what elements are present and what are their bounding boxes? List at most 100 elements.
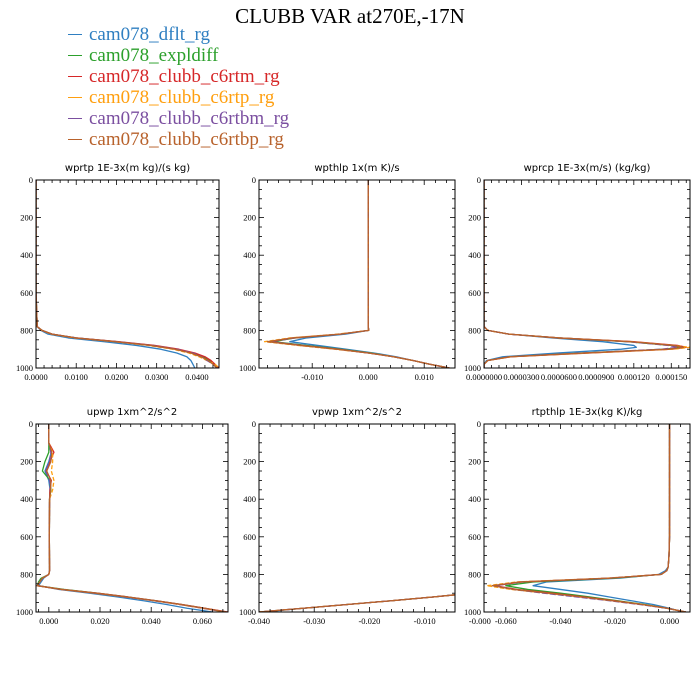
series-group: [36, 180, 219, 368]
series-group: [259, 424, 505, 612]
plot-frame: [259, 424, 455, 612]
y-tick-label: 600: [243, 288, 256, 298]
series-line-cam078_clubb_c6rtbm_rg: [37, 424, 225, 612]
series-line-cam078_clubb_c6rtp_rg: [259, 424, 505, 612]
chart-panels: wprtp 1E-3x(m kg)/(s kg) 0 200 400 600 800 100…: [0, 0, 700, 700]
series-line-cam078_clubb_c6rtp_rg: [37, 424, 225, 612]
series-line-cam078_clubb_c6rtbp_rg: [484, 180, 684, 368]
series-line-cam078_dflt_rg: [36, 180, 195, 368]
series-line-cam078_clubb_c6rtbp_rg: [37, 424, 226, 612]
series-line-cam078_expldiff: [506, 424, 686, 612]
series-line-cam078_dflt_rg: [533, 424, 683, 612]
series-line-cam078_clubb_c6rtm_rg: [37, 424, 228, 612]
x-tick-label: -0.060: [495, 616, 517, 626]
y-tick-label: 600: [468, 532, 481, 542]
y-tick-label: 400: [243, 494, 256, 504]
y-tick-label: 0: [252, 175, 256, 185]
x-tick-label: 0.0200: [105, 372, 128, 382]
x-tick-label: 0.020: [90, 616, 109, 626]
chart-panel: upwp 1xm^2/s^2020040060080010000.0000.02…: [16, 407, 228, 626]
y-tick-label: 800: [243, 569, 256, 579]
series-line-cam078_dflt_rg: [290, 180, 450, 368]
panel-title: rtpthlp 1E-3x(kg K)/kg: [532, 407, 643, 418]
y-tick-label: 200: [468, 213, 481, 223]
x-tick-label: -0.020: [358, 616, 380, 626]
y-tick-label: 0: [29, 175, 33, 185]
panel-title: vpwp 1xm^2/s^2: [312, 407, 402, 418]
x-tick-label: 0.0000300: [503, 372, 539, 382]
series-line-cam078_expldiff: [36, 180, 217, 368]
y-tick-label: 800: [20, 325, 33, 335]
x-tick-label: 0.000120: [618, 372, 650, 382]
x-tick-label: 0.0000000: [466, 372, 502, 382]
y-tick-label: 800: [468, 325, 481, 335]
panel-title: wpthlp 1x(m K)/s: [314, 163, 399, 174]
series-group: [265, 180, 450, 368]
series-line-cam078_clubb_c6rtp_rg: [265, 180, 450, 368]
chart-panel: vpwp 1xm^2/s^2 0 200 400 600 800 1000 -0.040 -0.…: [239, 407, 505, 626]
panel-title: wprtp 1E-3x(m kg)/(s kg): [65, 163, 190, 174]
chart-panel: rtpthlp 1E-3x(kg K)/kg02004006008001000-…: [464, 407, 690, 626]
x-tick-label: 0.000: [660, 616, 679, 626]
x-tick-label: 0.010: [415, 372, 434, 382]
plot-frame: [36, 180, 219, 368]
series-line-cam078_dflt_rg: [265, 424, 502, 612]
series-group: [487, 424, 686, 612]
series-line-cam078_dflt_rg: [484, 180, 636, 368]
x-tick-label: -0.030: [303, 616, 325, 626]
series-line-cam078_clubb_c6rtbp_rg: [267, 180, 449, 368]
plot-frame: [259, 180, 455, 368]
y-tick-label: 400: [243, 250, 256, 260]
x-tick-label: -0.010: [414, 616, 436, 626]
y-tick-label: 200: [468, 457, 481, 467]
series-group: [37, 424, 228, 612]
y-tick-label: 600: [20, 532, 33, 542]
y-tick-label: 800: [468, 569, 481, 579]
chart-panel: wpthlp 1x(m K)/s 0 200 400 600 800 1000 -0.010 0…: [239, 163, 455, 382]
x-tick-label: 0.000150: [655, 372, 687, 382]
y-tick-label: 400: [468, 250, 481, 260]
x-tick-label: 0.0000: [24, 372, 47, 382]
x-tick-label: 0.000: [39, 616, 58, 626]
x-tick-label: 0.0400: [185, 372, 208, 382]
y-tick-label: 600: [468, 288, 481, 298]
x-tick-label: 0.0100: [65, 372, 88, 382]
y-tick-label: 200: [243, 457, 256, 467]
panel-title: wprcp 1E-3x(m/s) (kg/kg): [524, 163, 651, 174]
y-tick-label: 800: [243, 325, 256, 335]
y-tick-label: 400: [468, 494, 481, 504]
y-tick-label: 400: [20, 494, 33, 504]
x-tick-label: -0.020: [604, 616, 626, 626]
y-tick-label: 200: [20, 213, 33, 223]
x-tick-label: 0.0000600: [541, 372, 577, 382]
series-line-cam078_dflt_rg: [39, 424, 213, 612]
panel-title: upwp 1xm^2/s^2: [87, 407, 177, 418]
plot-frame: [36, 424, 228, 612]
x-tick-label: 0.0000900: [578, 372, 614, 382]
y-tick-label: 0: [252, 419, 256, 429]
x-tick-label: -0.000: [469, 616, 491, 626]
x-tick-label: -0.010: [301, 372, 323, 382]
y-tick-label: 1000: [464, 607, 481, 617]
y-tick-label: 1000: [16, 607, 33, 617]
y-tick-label: 0: [477, 419, 481, 429]
series-line-cam078_clubb_c6rtm_rg: [259, 424, 505, 612]
series-line-cam078_clubb_c6rtbp_rg: [36, 180, 217, 368]
y-tick-label: 600: [20, 288, 33, 298]
chart-panel: wprtp 1E-3x(m kg)/(s kg)0200400600800100…: [16, 163, 219, 382]
y-tick-label: 1000: [239, 363, 256, 373]
x-tick-label: 0.040: [142, 616, 161, 626]
series-line-cam078_expldiff: [37, 424, 225, 612]
x-tick-label: 0.060: [193, 616, 212, 626]
x-tick-label: -0.040: [248, 616, 270, 626]
x-tick-label: -0.040: [549, 616, 571, 626]
chart-panel: wprcp 1E-3x(m/s) (kg/kg)0200400600800100…: [464, 163, 690, 382]
y-tick-label: 200: [243, 213, 256, 223]
y-tick-label: 800: [20, 569, 33, 579]
y-tick-label: 200: [20, 457, 33, 467]
x-tick-label: 0.0300: [145, 372, 168, 382]
series-line-cam078_clubb_c6rtbp_rg: [259, 424, 505, 612]
series-line-cam078_expldiff: [259, 424, 505, 612]
series-line-cam078_clubb_c6rtbm_rg: [36, 180, 217, 368]
series-line-cam078_clubb_c6rtbm_rg: [259, 424, 505, 612]
